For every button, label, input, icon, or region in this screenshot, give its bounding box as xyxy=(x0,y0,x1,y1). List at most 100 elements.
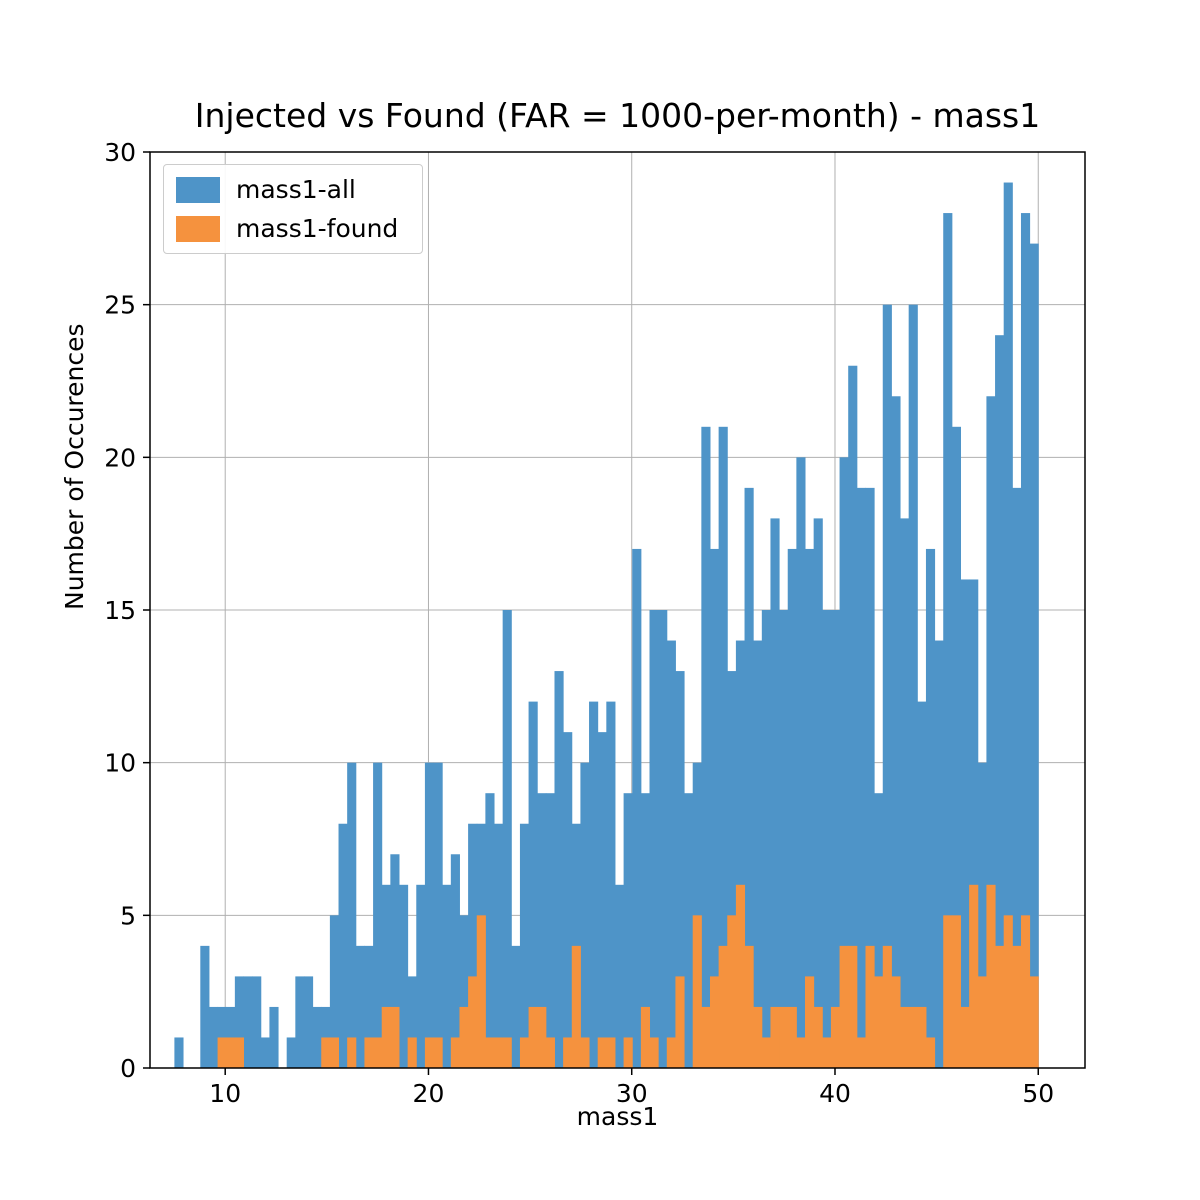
bar-mass1-found xyxy=(1003,915,1013,1068)
bar-mass1-all xyxy=(770,518,780,1068)
bar-mass1-found xyxy=(424,1037,435,1068)
y-tick-label: 10 xyxy=(104,749,136,778)
bar-mass1-found xyxy=(995,945,1005,1068)
bar-mass1-found xyxy=(519,1037,530,1068)
bar-mass1-all xyxy=(450,854,460,1068)
x-axis-label: mass1 xyxy=(576,1102,659,1131)
bar-mass1-all xyxy=(900,518,910,1068)
bar-mass1-found xyxy=(364,1037,374,1068)
bar-mass1-all xyxy=(640,793,651,1068)
bar-mass1-found xyxy=(580,1037,590,1068)
bar-mass1-found xyxy=(468,976,478,1068)
legend: mass1-all mass1-found xyxy=(163,164,424,254)
y-tick-label: 30 xyxy=(104,138,136,167)
bar-mass1-found xyxy=(675,976,685,1068)
bar-mass1-found xyxy=(381,1006,391,1068)
y-tick-label: 20 xyxy=(104,443,136,472)
legend-label: mass1-found xyxy=(236,214,399,243)
bar-mass1-all xyxy=(787,548,797,1068)
bar-mass1-found xyxy=(925,1037,936,1068)
bar-mass1-found xyxy=(433,1037,443,1068)
bar-mass1-all xyxy=(597,732,607,1068)
bar-mass1-all xyxy=(373,762,383,1068)
bar-mass1-found xyxy=(718,945,728,1068)
bar-mass1-all xyxy=(727,671,737,1068)
bar-mass1-all xyxy=(925,548,936,1068)
bar-mass1-all xyxy=(718,426,728,1068)
bar-mass1-all xyxy=(951,426,962,1068)
bar-mass1-found xyxy=(373,1037,383,1068)
bar-mass1-found xyxy=(545,1037,555,1068)
bar-mass1-all xyxy=(882,304,892,1069)
bar-mass1-all xyxy=(632,548,642,1068)
bar-mass1-found xyxy=(787,1006,797,1068)
legend-label: mass1-all xyxy=(236,175,356,204)
bar-mass1-found xyxy=(744,945,754,1068)
bar-mass1-all xyxy=(260,1037,270,1068)
bar-mass1-found xyxy=(563,1037,573,1068)
bar-mass1-all xyxy=(234,976,244,1068)
bar-mass1-found xyxy=(865,945,875,1068)
bar-mass1-found xyxy=(329,1037,340,1068)
bar-mass1-found xyxy=(459,1006,469,1068)
bar-mass1-found xyxy=(900,1006,910,1068)
bar-mass1-all xyxy=(494,823,504,1068)
bar-mass1-all xyxy=(200,945,210,1068)
bar-mass1-found xyxy=(848,945,858,1068)
bar-mass1-found xyxy=(735,884,746,1068)
bar-mass1-found xyxy=(640,1006,651,1068)
bar-mass1-found xyxy=(649,1037,659,1068)
bar-mass1-all xyxy=(995,335,1005,1068)
bar-mass1-all xyxy=(424,762,435,1068)
bar-mass1-found xyxy=(1029,976,1039,1068)
bar-mass1-found xyxy=(822,1037,832,1068)
x-tick-label: 50 xyxy=(1022,1079,1054,1108)
bar-mass1-all xyxy=(208,1006,219,1068)
bar-mass1-found xyxy=(485,1037,495,1068)
bar-mass1-all xyxy=(554,671,564,1068)
bar-mass1-found xyxy=(502,1037,512,1068)
bar-mass1-all xyxy=(528,701,538,1068)
bar-mass1-all xyxy=(364,945,374,1068)
bar-mass1-all xyxy=(805,548,815,1068)
bar-mass1-all xyxy=(485,793,495,1068)
bar-mass1-found xyxy=(805,976,815,1068)
bar-mass1-found xyxy=(839,945,849,1068)
bar-mass1-all xyxy=(744,487,754,1068)
bar-mass1-all xyxy=(243,976,253,1068)
bar-mass1-found xyxy=(969,884,979,1068)
bar-mass1-all xyxy=(960,579,970,1068)
bar-mass1-found xyxy=(917,1006,927,1068)
bar-mass1-found xyxy=(779,1006,789,1068)
bar-mass1-found xyxy=(537,1006,547,1068)
bar-mass1-all xyxy=(355,945,365,1068)
bar-mass1-found xyxy=(770,1006,780,1068)
bar-mass1-found xyxy=(1020,915,1031,1068)
bar-mass1-all xyxy=(761,610,771,1068)
bar-mass1-all xyxy=(779,610,789,1068)
bar-mass1-all xyxy=(269,1006,279,1068)
bar-mass1-all xyxy=(563,732,573,1068)
bar-mass1-all xyxy=(813,518,823,1068)
bar-mass1-found xyxy=(960,1006,970,1068)
bar-mass1-all xyxy=(1012,487,1022,1068)
bar-mass1-all xyxy=(735,640,746,1068)
bar-mass1-found xyxy=(908,1006,918,1068)
bar-mass1-all xyxy=(623,793,633,1068)
bar-mass1-all xyxy=(545,793,555,1068)
bar-mass1-all xyxy=(459,915,469,1068)
bar-mass1-found xyxy=(571,945,581,1068)
bar-mass1-found xyxy=(856,1037,866,1068)
bar-mass1-all xyxy=(390,854,400,1068)
y-tick-label: 25 xyxy=(104,291,136,320)
bar-mass1-all xyxy=(252,976,262,1068)
bar-mass1-all xyxy=(709,548,720,1068)
bar-mass1-all xyxy=(796,457,806,1068)
bar-mass1-found xyxy=(450,1037,460,1068)
bar-mass1-all xyxy=(407,976,417,1068)
bar-mass1-all xyxy=(338,823,348,1068)
legend-swatch-mass1-all xyxy=(176,176,220,203)
x-tick-label: 40 xyxy=(819,1079,851,1108)
bar-mass1-all xyxy=(874,793,884,1068)
bar-mass1-found xyxy=(891,976,901,1068)
